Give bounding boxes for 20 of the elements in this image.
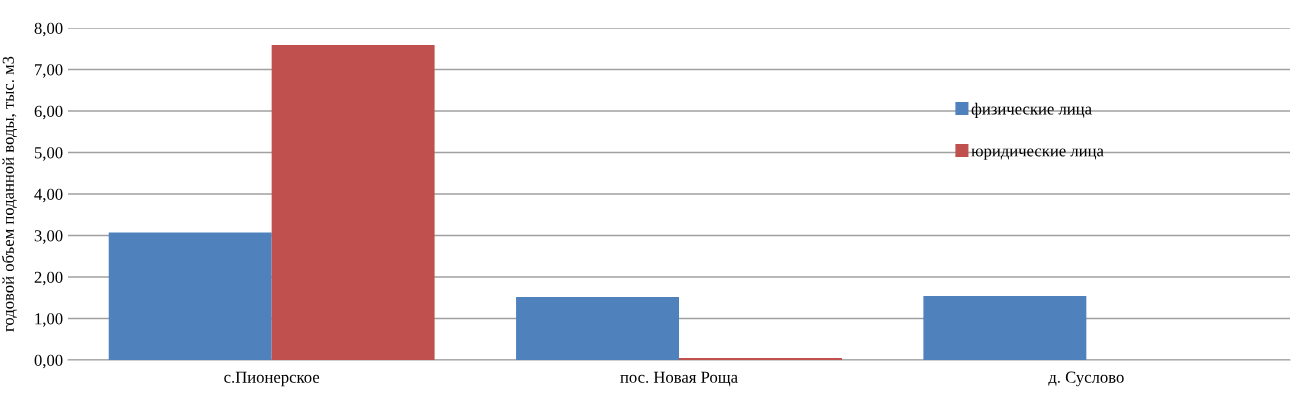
bar xyxy=(108,232,272,360)
y-tick-label: 5,00 xyxy=(34,147,63,161)
y-tick-label: 6,00 xyxy=(34,105,63,120)
y-tick-label: 4,00 xyxy=(34,188,63,203)
legend-label: юридические лица xyxy=(971,148,1104,160)
bar xyxy=(923,296,1087,360)
x-tick-label: д. Суслово xyxy=(1048,371,1124,387)
bar xyxy=(679,357,842,360)
y-tick-label: 7,00 xyxy=(35,64,63,78)
y-tick-label: 2,00 xyxy=(34,271,63,286)
y-tick-label: 3,00 xyxy=(34,230,63,244)
y-tick-label: 8,00 xyxy=(34,22,63,37)
legend-label: физические лица xyxy=(971,102,1092,118)
y-tick-label: 0,00 xyxy=(34,354,63,369)
y-tick-label: 1,00 xyxy=(35,313,63,327)
x-tick-label: с.Пионерское xyxy=(224,371,320,387)
bar xyxy=(271,45,435,360)
bar xyxy=(516,296,679,360)
x-tick-label: пос. Новая Роща xyxy=(620,371,738,387)
y-axis-title: годовой объем поданной воды, тыс. м3 xyxy=(1,56,17,332)
